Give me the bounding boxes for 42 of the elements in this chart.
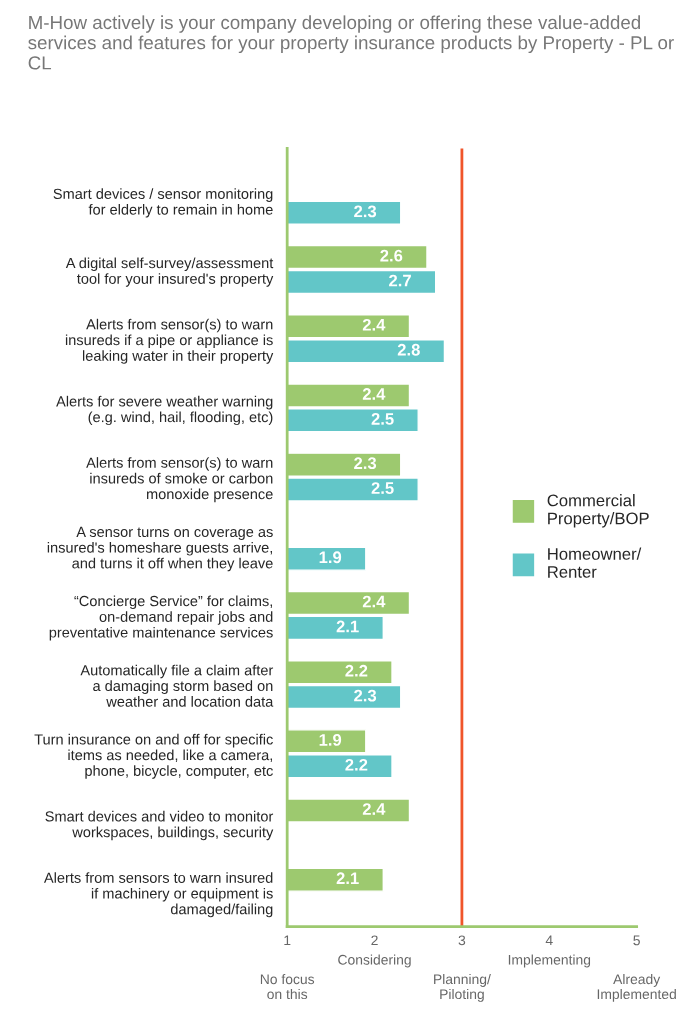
legend-label: Commercial Property/BOP xyxy=(547,494,649,528)
x-tick-label: 1 xyxy=(284,935,291,946)
legend-label: Homeowner/ Renter xyxy=(548,547,642,578)
y-tick-label: Alerts from sensor(s) to warn insureds if a pipe or appliance is leaking water in their property xyxy=(65,318,274,364)
y-tick-label: Alerts for severe weather warning (e.g. wind, hail, flooding, etc) xyxy=(56,395,273,426)
data-label: 2.4 xyxy=(362,318,386,331)
y-tick-label: A digital self-survey/assessment tool for your insured's property xyxy=(65,257,274,287)
data-label: 2.6 xyxy=(380,249,403,262)
y-tick-label: Alerts from sensor(s) to warn insureds of smoke or carbon monoxide presence xyxy=(86,457,273,503)
data-label: 2.4 xyxy=(362,388,386,400)
y-tick-label: Smart devices and video to monitor workspaces, buildings, security xyxy=(45,810,274,841)
data-label: 2.7 xyxy=(389,274,411,287)
data-label: 2.3 xyxy=(354,205,377,218)
data-label: 2.3 xyxy=(354,457,377,470)
data-label: 2.8 xyxy=(397,343,420,356)
text: Already Implemented xyxy=(597,973,676,1002)
data-label: 2.1 xyxy=(336,620,359,633)
text: No focus on this xyxy=(260,973,315,1000)
data-label: 2.1 xyxy=(336,872,359,884)
y-tick-label: Smart devices / sensor monitoring for elderly to remain in home xyxy=(53,188,273,218)
x-tick-label: 3 xyxy=(458,935,466,946)
chart-title: M-How actively is your company developing or offering these value-added services and features for your property insurance products by Property - PL or CL xyxy=(28,15,674,70)
text: Planning/ Piloting xyxy=(434,973,491,1002)
data-label: 2.5 xyxy=(371,413,394,425)
data-label: 2.2 xyxy=(345,664,368,677)
data-label: 2.3 xyxy=(354,689,377,702)
text: Implementing xyxy=(508,954,591,968)
x-tick-label: 5 xyxy=(633,935,640,946)
data-label: 2.4 xyxy=(362,803,386,815)
data-label: 1.9 xyxy=(319,551,342,564)
y-tick-label: “Concierge Service” for claims, on-demand repair jobs and preventative maintenance services xyxy=(49,595,273,641)
data-label: 2.2 xyxy=(345,758,368,771)
y-tick-label: Alerts from sensors to warn insured if machinery or equipment is damaged/failing xyxy=(43,872,273,918)
x-tick-label: 2 xyxy=(371,935,378,946)
data-label: 2.5 xyxy=(371,482,394,494)
text: Considering xyxy=(338,954,411,968)
y-tick-label: Turn insurance on and off for specific items as needed, like a camera, phone, bicycle, computer, etc xyxy=(34,733,273,779)
data-label: 1.9 xyxy=(319,734,342,746)
data-label: 2.4 xyxy=(362,595,386,608)
x-tick-label: 4 xyxy=(545,935,553,946)
y-tick-label: Automatically file a claim after a damaging storm based on weather and location data xyxy=(80,664,274,707)
y-tick-label: A sensor turns on coverage as insured's homeshare guests arrive, and turns it off when they leave xyxy=(47,526,273,572)
